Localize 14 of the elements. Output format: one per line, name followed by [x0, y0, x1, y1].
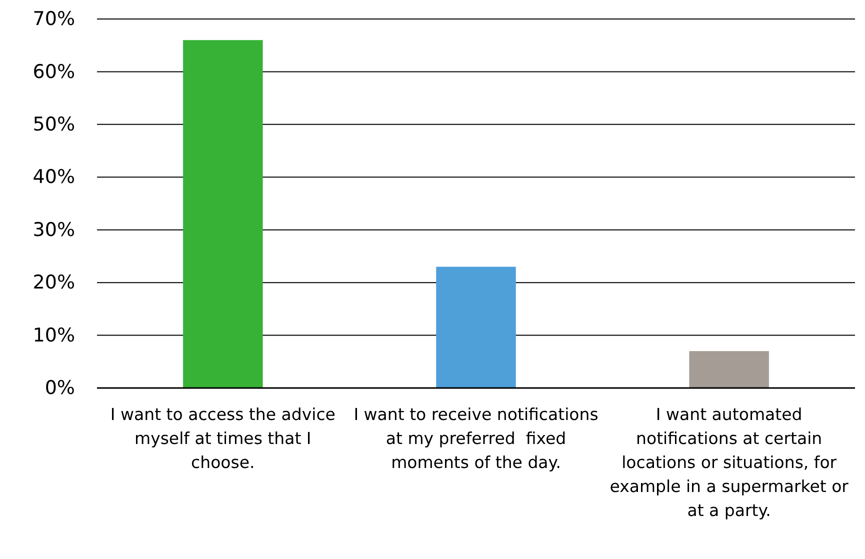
x-tick-label: I want automated notifications at certain locations or situations, for example in a supermarket or at a party. [610, 405, 849, 520]
y-tick-label: 40% [32, 166, 75, 188]
x-tick-label: I want to access the advice myself at times that I choose. [110, 405, 336, 472]
y-tick-label: 30% [32, 218, 75, 241]
y-tick-label: 60% [32, 60, 75, 83]
y-tick-label: 50% [32, 114, 75, 136]
y-tick-label: 10% [32, 324, 75, 346]
y-tick-label: 0% [44, 377, 75, 400]
y-tick-label: 20% [32, 272, 75, 294]
y-tick-label: 70% [32, 8, 75, 30]
x-tick-label: I want to receive notifications at my preferred fixed moments of the day. [354, 405, 598, 472]
bar [689, 351, 769, 388]
bar [436, 266, 516, 388]
bar [183, 40, 263, 388]
